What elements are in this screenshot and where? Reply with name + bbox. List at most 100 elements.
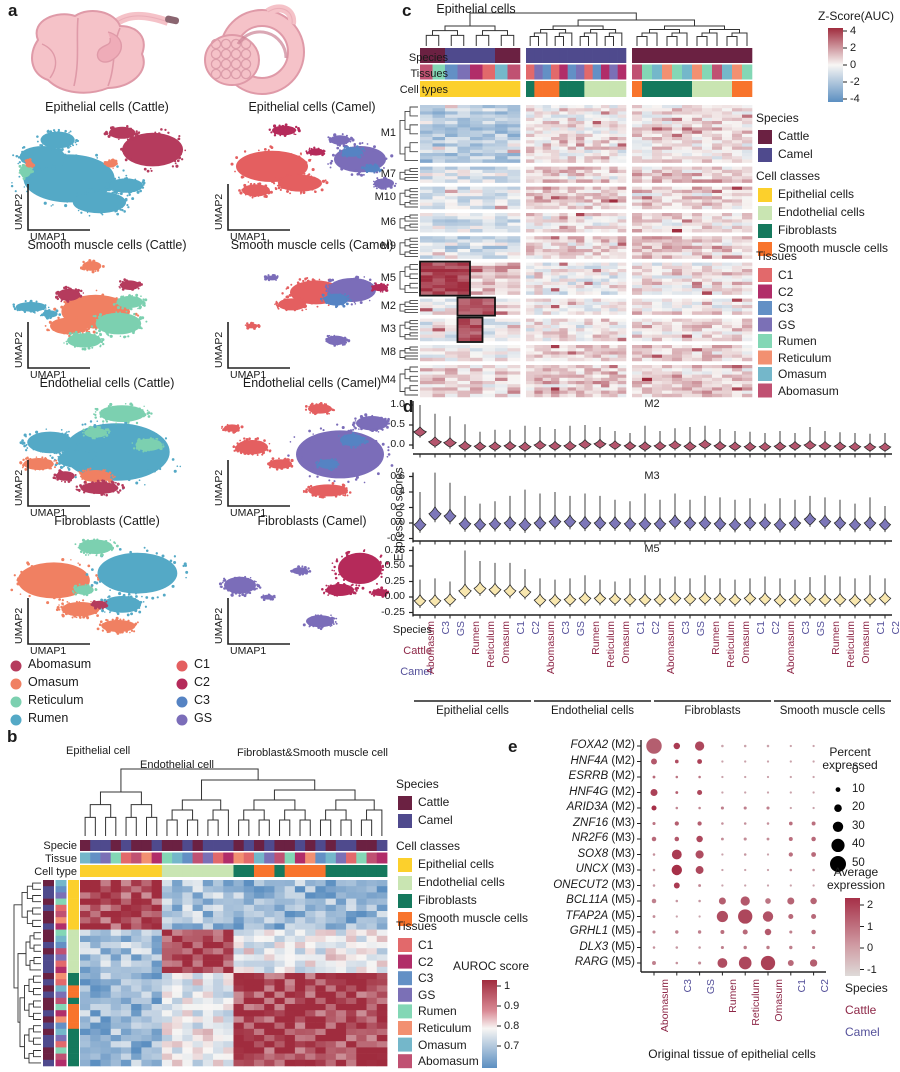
- violin-xtick-omasum: Omasum: [500, 621, 512, 664]
- gene-name: RARG: [574, 956, 609, 968]
- gene-label-arid3a: ARID3A (M2): [497, 801, 635, 814]
- panel-a-letter: a: [8, 1, 18, 20]
- panel-b-cellclass-F: Fibroblasts: [418, 893, 477, 907]
- violin-ytick: 0.75: [384, 543, 405, 556]
- avg-expression-legend-title: Average expression: [826, 865, 886, 893]
- legend-swatch-abomasum: [10, 660, 22, 672]
- auroc-tick-0.8: 0.8: [504, 1020, 520, 1032]
- gene-module: (M3): [608, 832, 635, 844]
- gene-module: (M2): [608, 754, 635, 767]
- gene-label-foxa2: FOXA2 (M2): [497, 739, 635, 752]
- module-label-m10: M10: [374, 190, 396, 203]
- panel-b-ann-label-tissue: Tissue: [45, 853, 77, 865]
- gene-label-sox8: SOX8 (M3): [497, 848, 635, 861]
- module-label-m2: M2: [380, 299, 396, 312]
- panel-b-cellclass-legend-title: Cell classes: [396, 839, 461, 853]
- percent-legend-0: 0: [852, 764, 859, 776]
- legend-swatch-omasum: [10, 678, 22, 690]
- panel-c-cellclass-S: Smooth muscle cells: [778, 241, 889, 255]
- panel-a-umaps: [10, 123, 397, 726]
- panel-c-tissue-gs: GS: [778, 317, 796, 332]
- gene-module: (M2): [608, 785, 635, 798]
- umap2-axis-label: UMAP2: [13, 193, 25, 230]
- gene-module: (M5): [608, 940, 635, 953]
- gene-label-dlx3: DLX3 (M5): [497, 941, 635, 954]
- gene-label-uncx: UNCX (M3): [497, 863, 635, 876]
- dotplot-xtick-c1: C1: [795, 979, 808, 993]
- umap-title: Epithelial cells (Cattle): [45, 100, 169, 114]
- gene-name: TFAP2A: [565, 909, 609, 922]
- panel-b-cellclass-En: Endothelial cells: [418, 875, 505, 889]
- panel-b-tissues-legend-title: Tissues: [396, 919, 437, 933]
- panel-b-tissue-omasum: Omasum: [418, 1037, 467, 1052]
- violin-ytick: 0.2: [390, 500, 405, 513]
- violin-xtick-reticulum: Reticulum: [845, 621, 857, 668]
- panel-b-letter: b: [7, 727, 18, 746]
- dotplot-xtick-c3: C3: [681, 979, 694, 993]
- legend-swatch-reticulum: [10, 696, 22, 708]
- panel-a-legend-reticulum: Reticulum: [28, 693, 84, 707]
- umap1-axis-label: UMAP1: [230, 645, 267, 657]
- panel-c-row-dendrograms: [399, 106, 418, 396]
- panel-b-cellclass-S: Smooth muscle cells: [418, 911, 529, 925]
- panel-d-violins: [409, 401, 892, 702]
- panel-c-tissue-rumen: Rumen: [778, 334, 817, 348]
- violin-xtick-reticulum: Reticulum: [605, 621, 617, 668]
- gene-label-nr2f6: NR2F6 (M3): [497, 832, 635, 845]
- gene-module: (M3): [608, 816, 635, 829]
- umap1-axis-label: UMAP1: [30, 645, 67, 657]
- legend-swatch-rumen: [10, 714, 22, 726]
- violin-xtick-gs: GS: [575, 621, 587, 637]
- panel-b-col-annotations: [80, 840, 388, 877]
- umap2-axis-label: UMAP2: [213, 607, 225, 644]
- dotplot-xtick-gs: GS: [704, 979, 717, 995]
- violin-xtick-c3: C3: [440, 621, 452, 635]
- module-label-m9: M9: [380, 240, 396, 253]
- panel-b-heatmap-cells: [80, 880, 388, 1067]
- panel-d-species-camel: Camel: [400, 666, 432, 678]
- gene-name: NR2F6: [571, 832, 609, 844]
- umap-title: Smooth muscle cells (Camel): [230, 238, 394, 252]
- violin-ytick: 0.5: [390, 418, 405, 430]
- violin-xtick-c1: C1: [635, 621, 647, 635]
- umap2-axis-label: UMAP2: [213, 469, 225, 506]
- panel-c-tissue-c2: C2: [778, 284, 794, 299]
- violin-xtick-c1: C1: [755, 621, 767, 635]
- panel-a-legend-c3: C3: [194, 693, 210, 707]
- violin-xtick-c1: C1: [875, 621, 887, 635]
- panel-e-species-legend-title: Species: [845, 981, 888, 995]
- panel-a-legend-omasum: Omasum: [28, 675, 79, 689]
- stomach-illustrations: [31, 4, 306, 95]
- zscore-tick-4: 4: [850, 25, 857, 37]
- panel-b-tissue-c3: C3: [418, 971, 434, 986]
- panel-c-legends: [758, 130, 772, 398]
- percent-legend-40: 40: [852, 838, 865, 851]
- panel-b-species-camel: Camel: [418, 813, 453, 827]
- panel-b-ann-label-specie: Specie: [43, 840, 77, 852]
- panel-c-tissue-omasum: Omasum: [778, 367, 827, 381]
- panel-c-tissue-c1: C1: [778, 268, 794, 282]
- gene-label-esrrb: ESRRB (M2): [497, 770, 635, 783]
- avg-expr-tick-2: 2: [867, 899, 874, 911]
- panel-c-cellclass-E: Epithelial cells: [778, 187, 855, 201]
- auroc-legend-title: AUROC score: [453, 959, 530, 973]
- panel-b-cellclass-E: Epithelial cells: [418, 857, 495, 871]
- umap-title: Fibroblasts (Cattle): [54, 514, 160, 528]
- violin-xtick-reticulum: Reticulum: [485, 621, 497, 668]
- avg-expr-tick-1: 1: [867, 920, 874, 933]
- gene-name: UNCX: [575, 863, 609, 875]
- gene-name: HNF4G: [569, 785, 609, 798]
- legend-swatch-c1: [176, 660, 188, 672]
- umap2-axis-label: UMAP2: [13, 469, 25, 506]
- avg-expr-tick-0: 0: [867, 942, 874, 954]
- violin-group-2: Fibroblasts: [684, 705, 741, 717]
- zscore-tick--2: -2: [850, 76, 860, 88]
- violin-xtick-c3: C3: [560, 621, 572, 635]
- umap2-axis-label: UMAP2: [13, 607, 25, 644]
- gene-name: DLX3: [579, 940, 609, 953]
- gene-name: FOXA2: [570, 739, 609, 751]
- panel-c-ann-label-tissues: Tissues: [410, 68, 449, 80]
- camel-stomach-icon: [204, 4, 306, 95]
- panel-b-row-annotations: [43, 880, 79, 1067]
